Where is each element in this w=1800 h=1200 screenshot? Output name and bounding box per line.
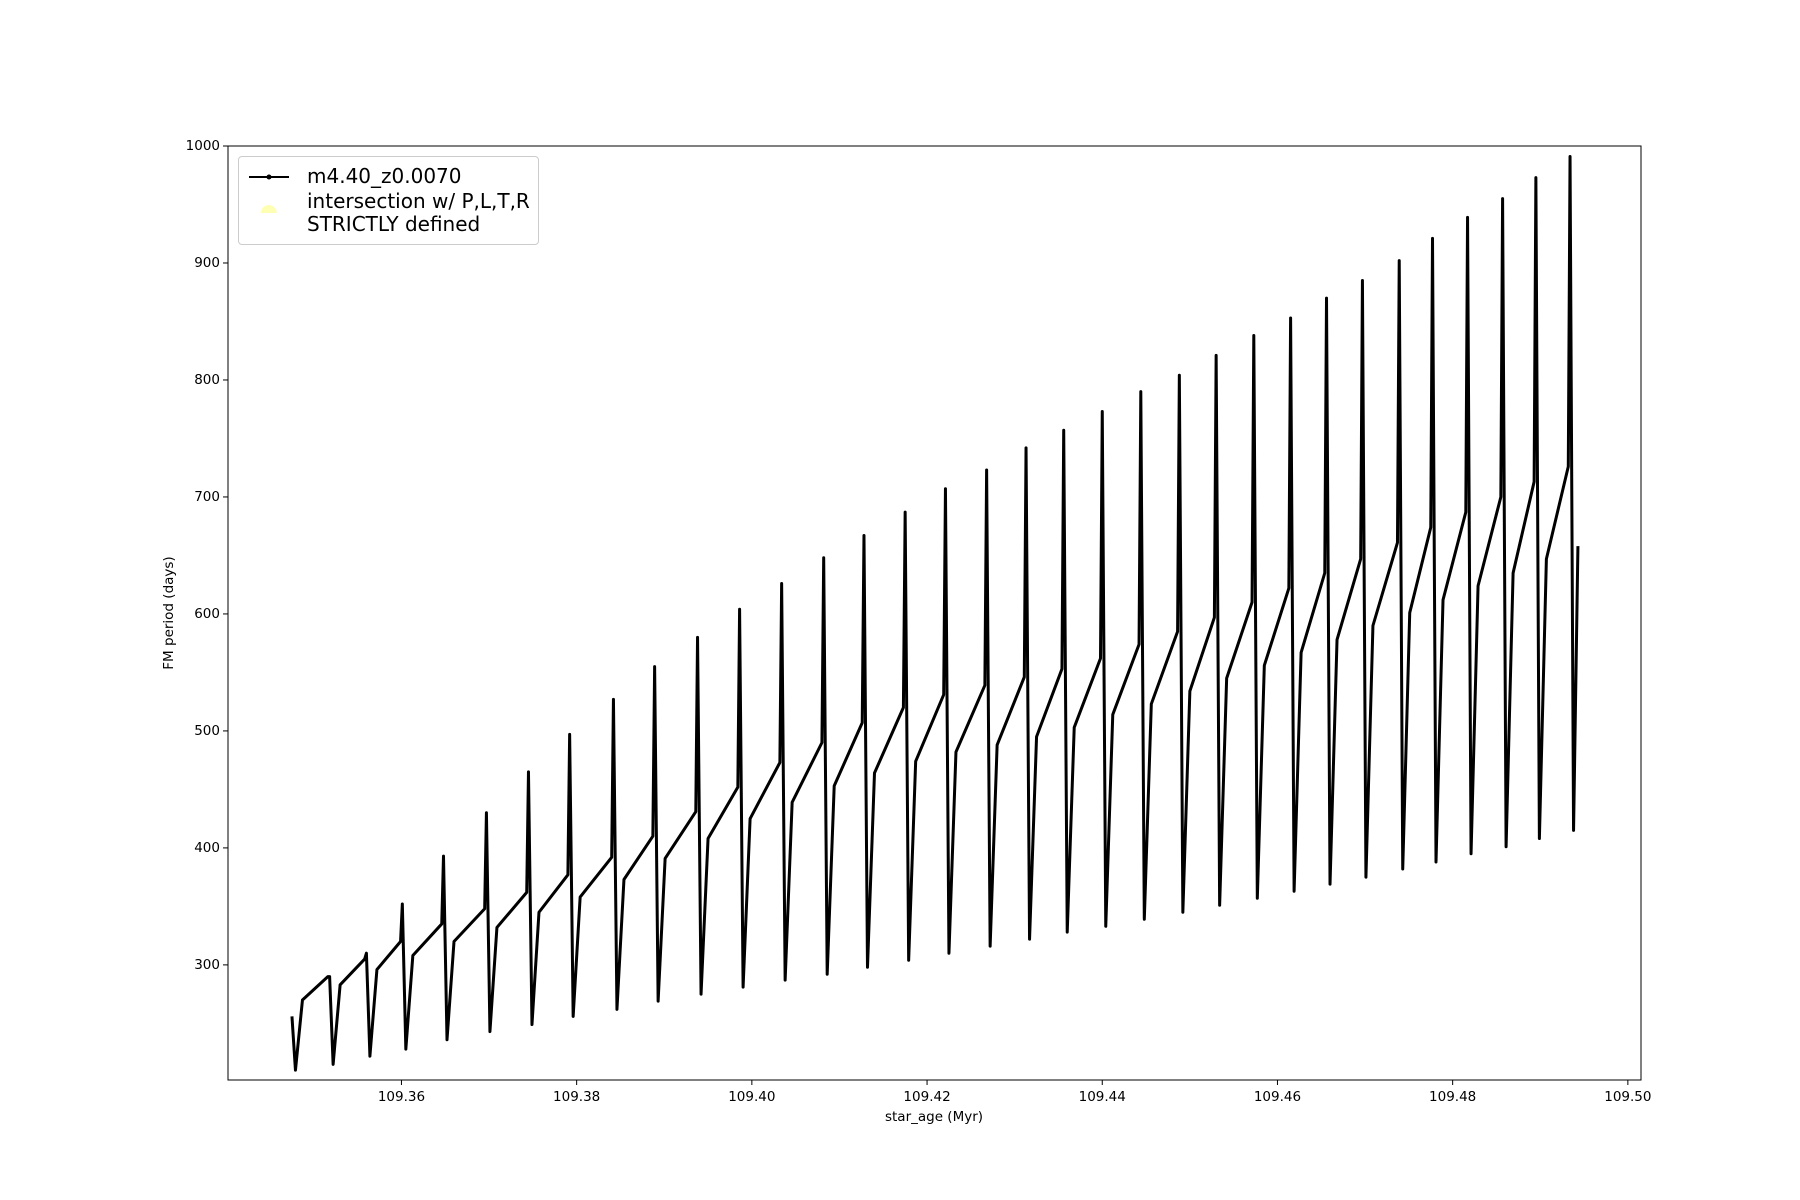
y-tick-label: 600: [194, 606, 220, 622]
x-tick-label: 109.44: [1079, 1089, 1126, 1105]
legend-entry: intersection w/ P,L,T,R STRICTLY defined: [247, 190, 530, 236]
y-tick-label: 300: [194, 957, 220, 973]
y-tick-label: 400: [194, 840, 220, 856]
x-tick-label: 109.42: [903, 1089, 950, 1105]
y-axis-label: FM period (days): [161, 556, 177, 669]
legend-entry: m4.40_z0.0070: [247, 165, 530, 188]
y-tick-label: 800: [194, 372, 220, 388]
data-line: [290, 155, 1580, 1072]
x-tick-label: 109.46: [1254, 1089, 1301, 1105]
legend: m4.40_z0.0070 intersection w/ P,L,T,R STR…: [238, 156, 539, 245]
x-tick-label: 109.48: [1429, 1089, 1476, 1105]
y-tick-label: 700: [194, 489, 220, 505]
legend-label: m4.40_z0.0070: [307, 164, 462, 188]
legend-handle: [249, 174, 289, 180]
legend-label: intersection w/ P,L,T,R STRICTLY defined: [307, 189, 530, 236]
x-tick-label: 109.36: [378, 1089, 425, 1105]
x-tick-label: 109.38: [553, 1089, 600, 1105]
legend-marker: [261, 205, 277, 213]
x-axis-label: star_age (Myr): [885, 1109, 983, 1125]
legend-marker: [266, 174, 272, 180]
y-tick-label: 500: [194, 723, 220, 739]
legend-handle: [261, 205, 277, 213]
y-tick-label: 1000: [186, 138, 220, 154]
x-tick-label: 109.40: [728, 1089, 775, 1105]
y-tick-label: 900: [194, 255, 220, 271]
plot-frame: [227, 145, 1642, 1081]
x-tick-label: 109.50: [1604, 1089, 1651, 1105]
